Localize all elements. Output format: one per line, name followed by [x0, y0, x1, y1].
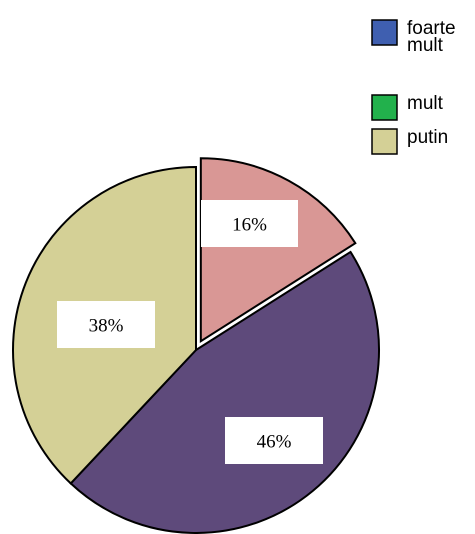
- data-label-text: 46%: [257, 432, 292, 453]
- legend-entry-1: mult: [371, 93, 444, 121]
- data-label-2: 38%: [57, 301, 155, 348]
- legend-label: foarte: [407, 18, 456, 39]
- data-label-box: [201, 200, 298, 247]
- data-label-box: [57, 301, 155, 348]
- legend-label: mult: [407, 35, 444, 56]
- legend-entry-2: putin: [371, 127, 448, 155]
- legend-swatch: [371, 128, 398, 155]
- data-label-text: 38%: [89, 316, 124, 337]
- pie-data-labels: 16% 46% 38%: [57, 200, 323, 464]
- legend-label: putin: [407, 127, 448, 148]
- legend-swatch: [371, 19, 398, 46]
- legend-label: mult: [407, 93, 444, 114]
- legend-swatch: [371, 94, 398, 121]
- data-label-text: 16%: [232, 215, 267, 236]
- data-label-box: [225, 417, 323, 464]
- data-label-0: 16%: [201, 200, 298, 247]
- data-label-1: 46%: [225, 417, 323, 464]
